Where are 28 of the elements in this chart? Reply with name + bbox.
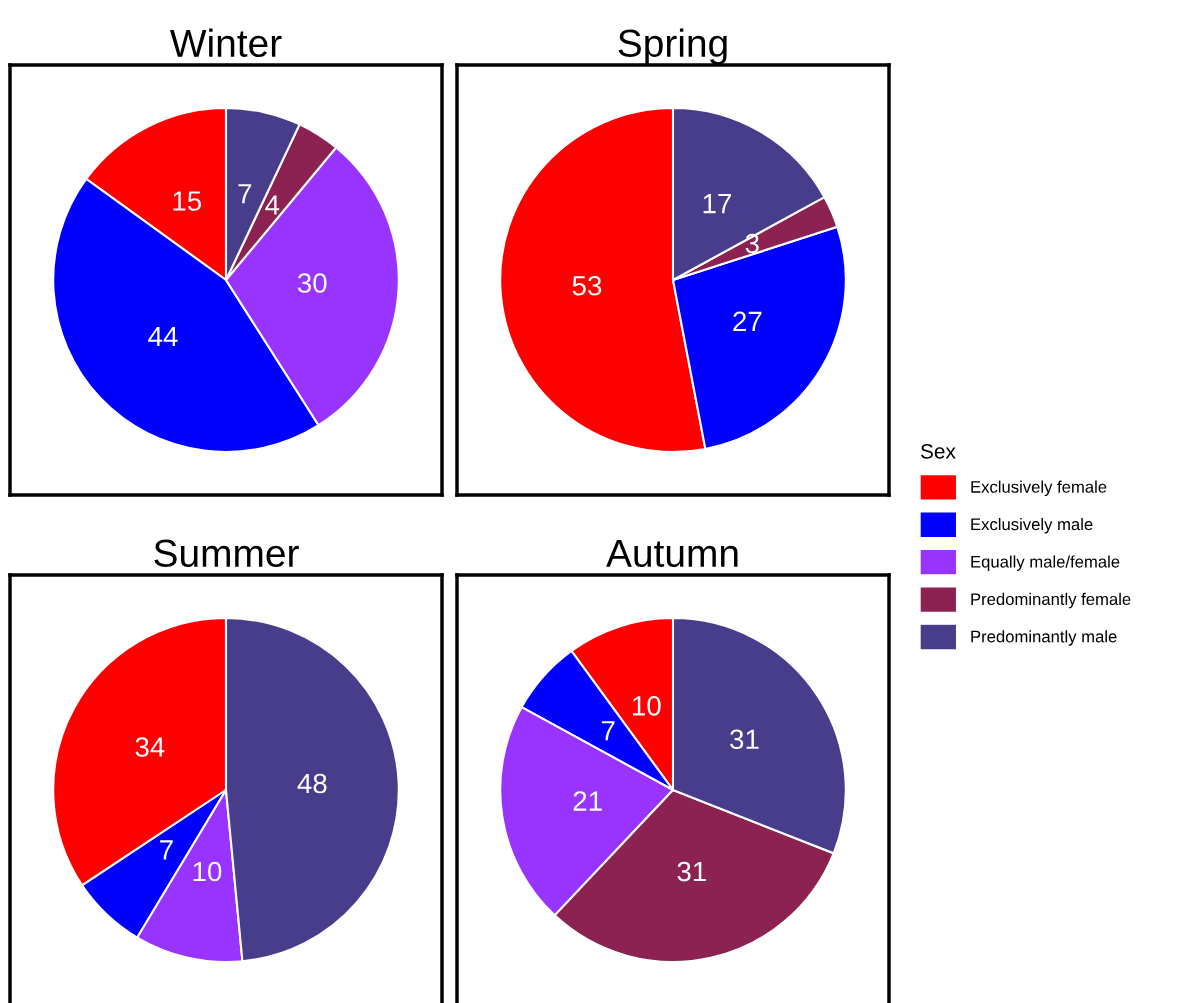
data-label: 27: [733, 311, 762, 331]
data-label: 44: [148, 326, 178, 347]
data-label: 10: [193, 861, 222, 882]
data-label: 17: [703, 194, 732, 214]
data-label: 31: [730, 729, 759, 750]
data-label: 10: [632, 696, 661, 716]
chart-title: Summer: [154, 539, 299, 568]
data-label: 31: [677, 861, 706, 882]
data-label: 53: [572, 275, 602, 296]
legend-label: Predominantly male: [971, 630, 1117, 646]
data-label: 3: [745, 233, 759, 254]
data-label: 7: [601, 721, 615, 741]
data-label: 48: [297, 773, 327, 794]
legend-title: Sex: [920, 443, 956, 459]
data-label: 15: [173, 191, 202, 211]
data-label: 4: [265, 195, 280, 215]
data-label: 7: [238, 184, 252, 204]
chart-title: Spring: [618, 28, 727, 65]
data-label: 21: [573, 791, 602, 811]
data-label: 34: [135, 737, 165, 757]
data-label: 7: [160, 840, 173, 860]
legend-label: Exclusively male: [971, 517, 1093, 534]
legend-label: Predominantly female: [971, 592, 1131, 609]
chart-title: Winter: [169, 28, 282, 58]
legend-label: Exclusively female: [971, 480, 1107, 497]
data-label: 30: [297, 273, 327, 293]
chart-title: Autumn: [606, 539, 738, 568]
legend-label: Equally male/female: [971, 555, 1120, 571]
